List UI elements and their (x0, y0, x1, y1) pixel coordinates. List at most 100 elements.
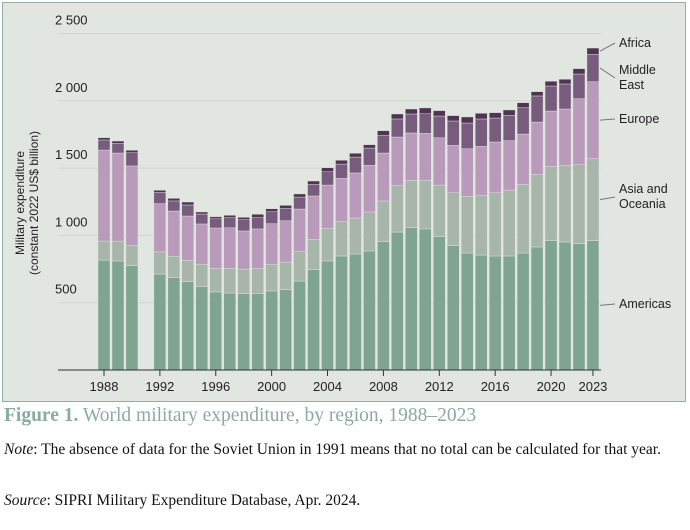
bar-segment-middle-east (237, 219, 250, 232)
legend-label-middle-east: East (619, 78, 645, 92)
bar-segment-americas (405, 227, 418, 371)
bar-segment-europe (293, 208, 306, 252)
bar-segment-middle-east (572, 73, 586, 99)
bar-segment-americas (349, 253, 362, 371)
bar-segment-middle-east (419, 113, 432, 134)
bar-segment-americas (363, 250, 376, 371)
bar-segment-americas (488, 255, 502, 371)
bar-segment-africa (572, 68, 586, 75)
bar-segment-africa (530, 91, 544, 97)
bar-segment-middle-east (586, 54, 600, 82)
bar-segment-asia-and-oceania (97, 240, 111, 261)
bar-segment-asia-and-oceania (237, 268, 250, 294)
bar-segment-middle-east (251, 217, 264, 230)
bar-segment-europe (307, 195, 320, 240)
x-tick-label: 2023 (578, 379, 607, 394)
bar-segment-americas (181, 281, 195, 371)
bar-segment-americas (474, 254, 488, 371)
bar-segment-asia-and-oceania (586, 158, 600, 241)
source-label: Source (4, 492, 47, 509)
bars (97, 47, 600, 371)
bar-segment-asia-and-oceania (488, 192, 502, 257)
bar-segment-middle-east (530, 95, 544, 123)
x-tick-label: 2000 (257, 379, 286, 394)
bar-segment-middle-east (209, 218, 222, 229)
bar-segment-middle-east (279, 208, 292, 221)
bar-segment-asia-and-oceania (433, 184, 446, 237)
bar-segment-asia-and-oceania (125, 245, 139, 266)
bar-segment-asia-and-oceania (419, 180, 432, 230)
bar-segment-americas (321, 260, 334, 371)
x-tick-label: 2012 (425, 379, 454, 394)
bar-segment-asia-and-oceania (405, 180, 418, 228)
bar-segment-europe (97, 149, 111, 242)
legend-label-americas: Americas (619, 297, 671, 311)
bar-segment-americas (293, 280, 306, 371)
bar-segment-middle-east (447, 120, 460, 146)
leader-line-asia-and-oceania (599, 196, 616, 201)
bar-segment-africa (307, 180, 320, 185)
bar-segment-africa (516, 102, 530, 108)
bar-segment-americas (586, 240, 600, 371)
bar-segment-africa (474, 113, 488, 120)
bar-segment-americas (377, 241, 390, 371)
bar-segment-americas (502, 255, 516, 371)
leader-line-americas (599, 303, 616, 306)
bar-segment-americas (125, 265, 139, 371)
bar-segment-middle-east (335, 163, 348, 179)
bar-segment-americas (195, 286, 208, 371)
bar-segment-africa (558, 79, 572, 85)
bar-segment-africa (321, 167, 334, 172)
bar-segment-asia-and-oceania (111, 240, 125, 262)
bar-segment-americas (223, 292, 236, 371)
bar-segment-europe (447, 145, 460, 193)
x-tick-label: 1992 (145, 379, 174, 394)
bar-segment-africa (349, 153, 362, 158)
bar-segment-middle-east (111, 143, 125, 154)
bar-segment-asia-and-oceania (544, 166, 558, 241)
bar-segment-asia-and-oceania (377, 200, 390, 242)
bar-segment-europe (516, 133, 530, 185)
x-tick-label: 2008 (369, 379, 398, 394)
bar-segment-asia-and-oceania (181, 260, 195, 282)
y-tick-label: 2 000 (55, 80, 88, 95)
legend-label-middle-east: Middle (619, 63, 656, 77)
bar-segment-europe (251, 228, 264, 269)
bar-segment-europe (502, 140, 516, 191)
bar-segment-europe (419, 133, 432, 181)
x-tick-label: 1996 (201, 379, 230, 394)
bar-segment-americas (335, 255, 348, 371)
bar-segment-americas (461, 252, 474, 371)
bar-segment-asia-and-oceania (447, 192, 460, 246)
bar-segment-middle-east (488, 117, 502, 143)
bar-segment-middle-east (474, 118, 488, 147)
bar-segment-europe (279, 220, 292, 263)
bar-segment-africa (502, 109, 516, 116)
bar-segment-europe (586, 81, 600, 159)
bar-segment-middle-east (405, 113, 418, 134)
bar-segment-middle-east (153, 192, 167, 204)
bar-segment-africa (488, 112, 502, 119)
source-text: : SIPRI Military Expenditure Database, A… (46, 492, 361, 509)
bar-segment-africa (125, 150, 139, 153)
bar-segment-africa (153, 190, 167, 193)
bar-segment-europe (530, 121, 544, 175)
bar-segment-americas (572, 243, 586, 371)
bar-segment-americas (265, 290, 278, 371)
bar-segment-americas (209, 291, 222, 371)
figure-caption: Figure 1. World military expenditure, by… (4, 405, 476, 427)
bar-segment-asia-and-oceania (307, 239, 320, 270)
y-tick-label: 1 000 (55, 214, 88, 229)
bar-segment-africa (167, 198, 181, 202)
bar-segment-africa (433, 110, 446, 117)
note-text: : The absence of data for the Soviet Uni… (33, 441, 661, 458)
bar-segment-africa (181, 201, 195, 206)
bar-segment-africa (293, 193, 306, 198)
bar-segment-africa (405, 108, 418, 115)
bar-segment-middle-east (223, 217, 236, 228)
figure-label: Figure 1. (4, 405, 79, 426)
y-axis-label-line2: (constant 2022 US$ billion) (27, 131, 41, 275)
bar-segment-middle-east (461, 122, 474, 149)
bar-segment-middle-east (558, 83, 572, 110)
